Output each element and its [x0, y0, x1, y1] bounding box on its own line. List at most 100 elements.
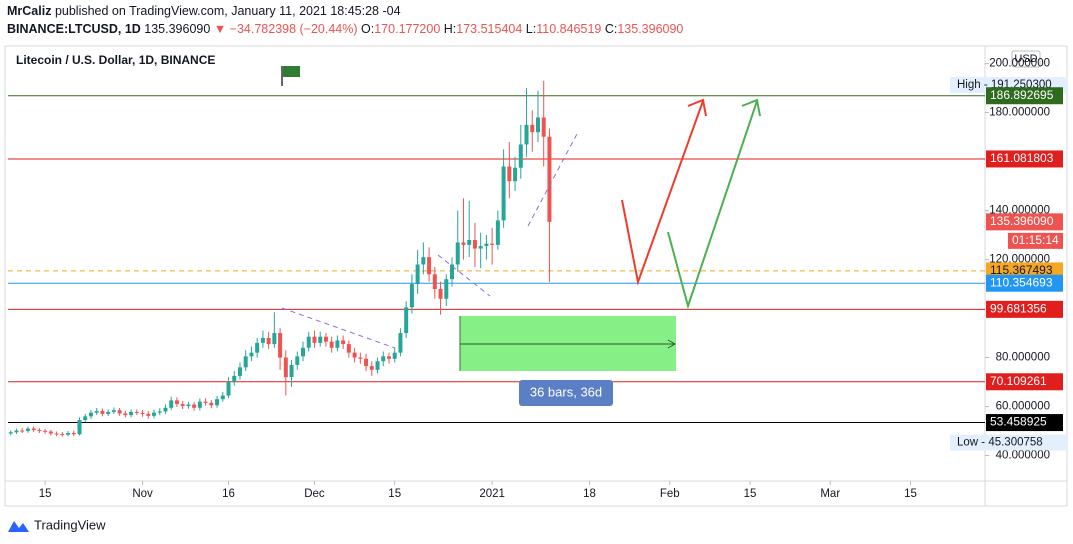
green-arrow-head — [741, 98, 761, 117]
candle-body — [541, 117, 546, 137]
candle-body — [8, 432, 13, 434]
candle-body — [60, 433, 65, 435]
trend-line — [437, 254, 491, 297]
level-label-box — [986, 300, 1063, 318]
candle-body — [318, 336, 323, 343]
candle-body — [329, 341, 334, 348]
candle-body — [71, 432, 76, 435]
brand: TradingView — [34, 517, 106, 532]
candle-body — [83, 416, 88, 421]
candle-body — [335, 340, 340, 348]
extreme-label-box — [950, 434, 1067, 451]
candle-body — [197, 401, 202, 408]
x-tick-label: 15 — [904, 488, 917, 500]
candle-body — [163, 407, 168, 412]
x-tick-label: 16 — [222, 488, 235, 500]
candle-body — [421, 257, 426, 265]
level-label: 115.367493 — [990, 263, 1053, 277]
candle-body — [129, 411, 134, 416]
candle-body — [14, 430, 19, 433]
y-tick-label: 180.000000 — [989, 107, 1050, 119]
candle-body — [507, 166, 512, 182]
candle-body — [140, 412, 145, 414]
candle-body — [323, 336, 328, 342]
measure-arrow-head — [667, 339, 677, 349]
level-label: 99.681356 — [990, 302, 1047, 316]
candle-body — [484, 243, 489, 247]
candle-body — [77, 420, 82, 435]
candle-body — [375, 361, 380, 370]
flag — [283, 66, 300, 77]
candle-body — [444, 279, 449, 299]
candle-body — [123, 413, 128, 416]
candle-body — [427, 257, 432, 275]
candle-body — [111, 410, 116, 412]
candle-body — [186, 404, 191, 407]
chart-frame — [4, 45, 1068, 507]
logo — [8, 521, 29, 532]
candle-body — [278, 333, 283, 358]
red-arrow-head — [687, 98, 707, 117]
y-tick-label: 200.000000 — [989, 58, 1050, 70]
x-tick-label: Mar — [820, 488, 840, 500]
currency-button[interactable] — [1011, 50, 1041, 68]
candle-body — [518, 144, 523, 168]
measure-label-box — [519, 380, 613, 406]
x-tick-label: 15 — [388, 488, 401, 500]
change: ▼ −34.782398 (−20.44%) — [214, 22, 358, 36]
currency[interactable]: USD — [1014, 53, 1037, 65]
published: published on TradingView.com, January 11… — [55, 4, 401, 18]
candle-body — [415, 264, 420, 285]
author: MrCaliz — [7, 4, 51, 18]
x-tick-label: Feb — [660, 488, 680, 500]
candle-body — [243, 356, 248, 368]
candle-body — [237, 367, 242, 376]
candle-body — [152, 412, 157, 416]
x-tick-label: 15 — [744, 488, 757, 500]
y-tick-label: 60.000000 — [996, 401, 1050, 413]
candle-body — [37, 430, 42, 432]
candle-body — [432, 274, 437, 289]
candle-body — [157, 411, 162, 413]
trend-line — [281, 307, 396, 349]
candle-body — [260, 337, 265, 343]
candle-body — [455, 242, 460, 265]
candle-body — [472, 239, 477, 249]
candle-body — [478, 246, 483, 249]
candle-body — [530, 124, 535, 133]
ohlc-value: 173.515404 — [456, 22, 522, 36]
trend-line — [527, 131, 579, 227]
candle-body — [364, 358, 369, 367]
candle-body — [134, 411, 139, 413]
level-label-box — [986, 150, 1063, 168]
candle-body — [266, 337, 271, 345]
candle-body — [88, 412, 93, 417]
candle-body — [301, 347, 306, 357]
candle-body — [312, 336, 317, 343]
candle-body — [249, 352, 254, 357]
header-author-line: MrCaliz published on TradingView.com, Ja… — [7, 4, 401, 18]
candle-body — [467, 239, 472, 245]
candle-body — [25, 428, 30, 432]
candle-body — [192, 404, 197, 408]
candle-body — [289, 364, 294, 378]
candle-body — [352, 352, 357, 358]
candle-body — [547, 136, 552, 222]
candle-body — [43, 430, 48, 432]
candle-body — [100, 410, 105, 414]
last-price: 135.396090 — [144, 22, 210, 36]
x-tick-label: 2021 — [479, 488, 505, 500]
candle-body — [392, 352, 397, 359]
drawings: 36 bars, 36d — [281, 66, 761, 406]
ohlc-value: 110.846519 — [536, 22, 601, 36]
candle-body — [272, 333, 277, 345]
green-arrow — [667, 100, 758, 310]
x-tick-label: 15 — [39, 488, 52, 500]
candle-body — [106, 411, 111, 414]
plot — [8, 80, 985, 437]
measure-label: 36 bars, 36d — [530, 384, 602, 399]
level-label: 53.458925 — [990, 415, 1047, 429]
extreme-label: Low - 45.300758 — [957, 437, 1043, 449]
candle-body — [283, 357, 288, 378]
ohlc-value: 135.396090 — [617, 22, 683, 36]
